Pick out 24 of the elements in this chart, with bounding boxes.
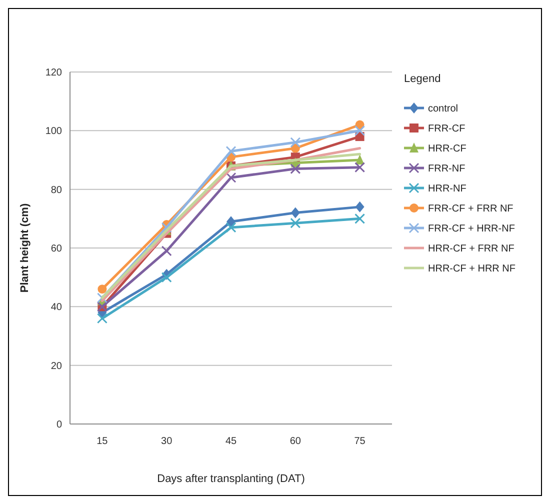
x-axis-title: Days after transplanting (DAT) bbox=[157, 473, 305, 485]
legend-label: FRR-CF + HRR-NF bbox=[428, 224, 515, 234]
legend-label: HRR-CF + HRR NF bbox=[428, 264, 516, 274]
legend-label: FRR-NF bbox=[428, 164, 466, 174]
x-tick-label: 30 bbox=[161, 436, 173, 447]
y-tick-label: 0 bbox=[56, 420, 62, 430]
x-tick-label: 75 bbox=[354, 436, 366, 447]
legend-label: FRR-CF + FRR NF bbox=[428, 204, 514, 214]
y-axis-title: Plant height (cm) bbox=[19, 203, 31, 293]
legend-label: HRR-CF + FRR NF bbox=[428, 244, 514, 254]
x-tick-label: 60 bbox=[290, 436, 302, 447]
legend-label: HRR-NF bbox=[428, 184, 466, 194]
y-tick-label: 40 bbox=[50, 302, 62, 314]
y-tick-label: 120 bbox=[45, 68, 62, 78]
y-tick-label: 80 bbox=[50, 184, 62, 196]
legend-title: Legend bbox=[404, 73, 441, 85]
y-tick-label: 60 bbox=[50, 244, 62, 254]
legend-label: HRR-CF bbox=[428, 144, 466, 154]
legend-label: control bbox=[428, 104, 458, 114]
x-tick-label: 45 bbox=[225, 436, 237, 447]
y-tick-label: 20 bbox=[50, 360, 62, 372]
y-tick-label: 100 bbox=[45, 126, 62, 138]
x-tick-label: 15 bbox=[96, 436, 108, 447]
legend-label: FRR-CF bbox=[428, 124, 466, 134]
